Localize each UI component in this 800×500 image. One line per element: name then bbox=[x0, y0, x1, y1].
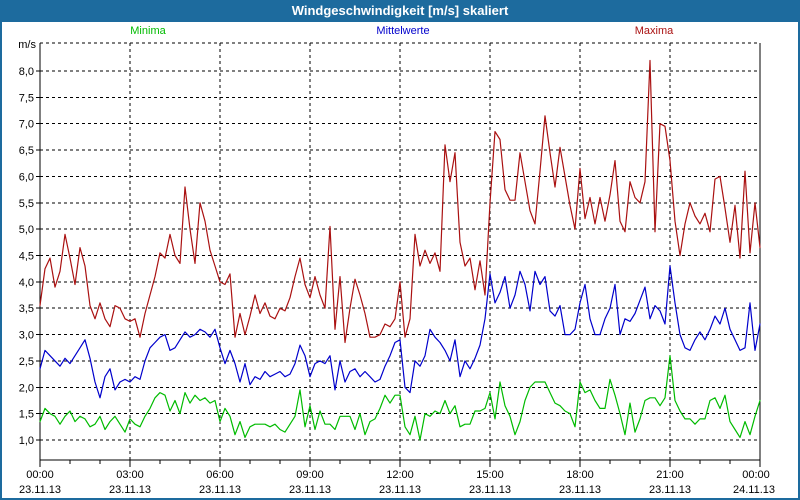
y-tick-label: 7,0 bbox=[19, 119, 34, 131]
y-tick-label: 2,0 bbox=[19, 382, 34, 394]
y-tick-label: 4,0 bbox=[19, 277, 34, 289]
x-tick-date-label: 23.11.13 bbox=[469, 484, 511, 496]
series-line-mittelwerte bbox=[39, 265, 761, 399]
y-tick-label: 4,5 bbox=[19, 251, 34, 263]
window-title: Windgeschwindigkeit [m/s] skaliert bbox=[2, 0, 798, 22]
y-tick-label: 1,5 bbox=[19, 409, 34, 421]
x-tick-time-label: 09:00 bbox=[296, 469, 324, 481]
y-tick-label: 3,0 bbox=[19, 330, 34, 342]
x-tick-date-label: 23.11.13 bbox=[559, 484, 601, 496]
y-tick-label: 7,5 bbox=[19, 92, 34, 104]
x-tick-time-label: 00:00 bbox=[742, 469, 770, 481]
x-tick-time-label: 06:00 bbox=[206, 469, 234, 481]
x-tick-time-label: 15:00 bbox=[476, 469, 504, 481]
x-tick-date-label: 24.11.13 bbox=[733, 484, 775, 496]
y-axis-unit-label: m/s bbox=[18, 39, 36, 51]
y-tick-label: 6,5 bbox=[19, 145, 34, 157]
y-tick-label: 5,5 bbox=[19, 198, 34, 210]
y-tick-label: 3,5 bbox=[19, 303, 34, 315]
x-tick-time-label: 12:00 bbox=[386, 469, 414, 481]
x-tick-date-label: 23.11.13 bbox=[649, 484, 691, 496]
y-tick-label: 5,0 bbox=[19, 224, 34, 236]
x-tick-time-label: 18:00 bbox=[566, 469, 594, 481]
x-tick-time-label: 21:00 bbox=[656, 469, 684, 481]
plot-area bbox=[40, 43, 760, 460]
x-tick-time-label: 00:00 bbox=[26, 469, 54, 481]
x-tick-date-label: 23.11.13 bbox=[289, 484, 331, 496]
y-tick-label: 1,0 bbox=[19, 435, 34, 447]
y-tick-label: 8,0 bbox=[19, 66, 34, 78]
x-tick-date-label: 23.11.13 bbox=[19, 484, 61, 496]
series-line-minima bbox=[39, 355, 761, 441]
y-tick-label: 6,0 bbox=[19, 171, 34, 183]
x-tick-date-label: 23.11.13 bbox=[379, 484, 421, 496]
x-tick-date-label: 23.11.13 bbox=[109, 484, 151, 496]
y-tick-label: 2,5 bbox=[19, 356, 34, 368]
x-tick-date-label: 23.11.13 bbox=[199, 484, 241, 496]
legend-maxima-label: Maxima bbox=[634, 25, 674, 37]
legend-minima-label: Minima bbox=[130, 25, 166, 37]
x-tick-time-label: 03:00 bbox=[116, 469, 144, 481]
legend-mittelwerte-label: Mittelwerte bbox=[376, 25, 430, 37]
series-line-maxima bbox=[39, 59, 761, 344]
